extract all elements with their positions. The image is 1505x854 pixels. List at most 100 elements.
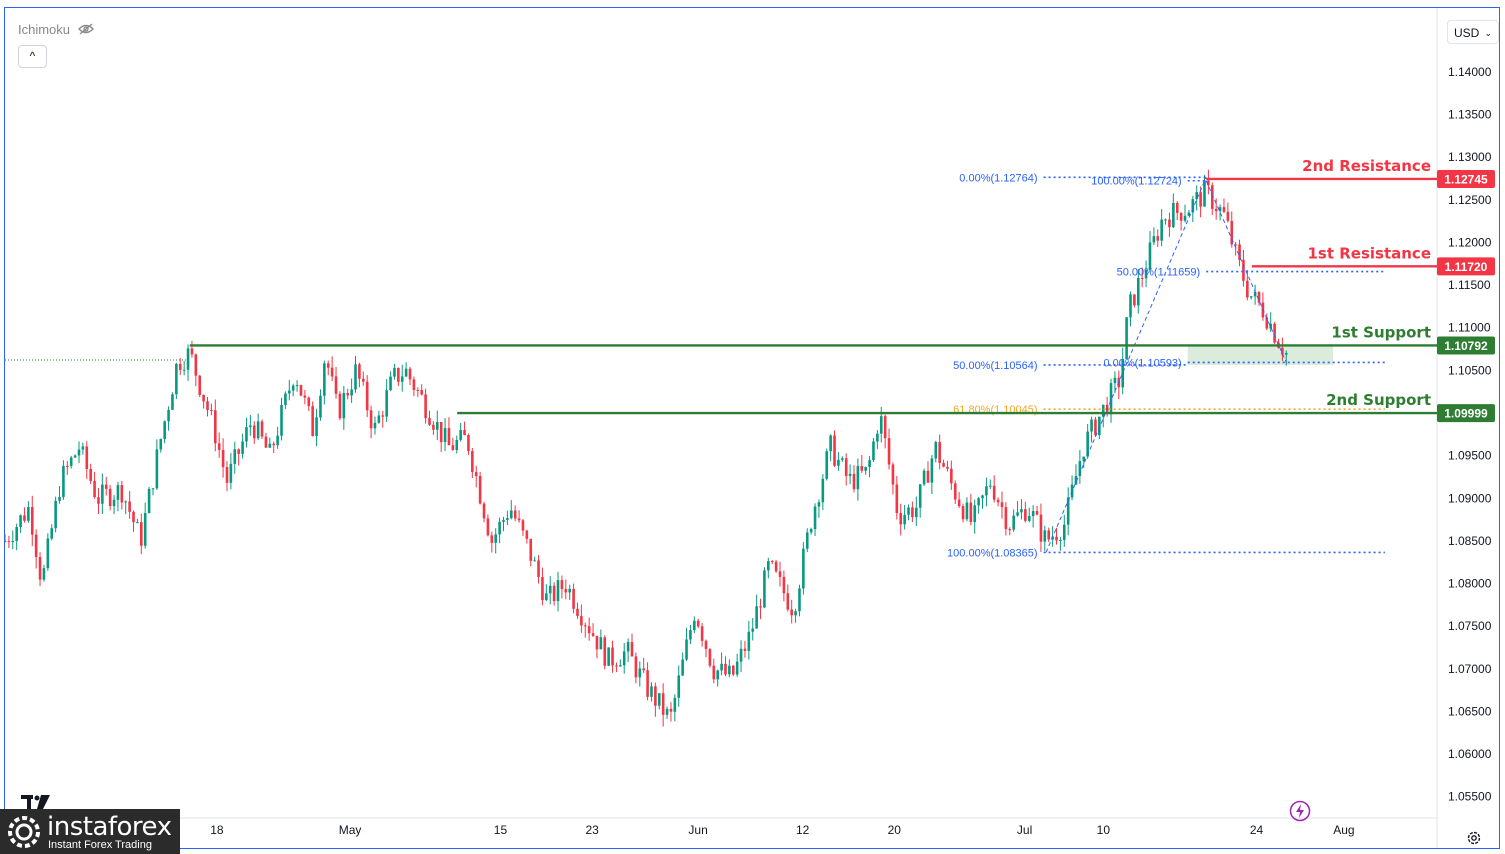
candle-body [798,588,801,612]
candle-body [439,422,443,443]
candle-body [545,593,548,601]
candle-body [467,435,470,452]
candle-body [989,485,992,487]
candle-body [809,529,813,533]
candle-body [124,501,128,503]
instaforex-gear-icon [8,816,40,848]
candle-body [1004,507,1008,530]
instaforex-watermark: instaforex Instant Forex Trading [0,809,180,854]
candle-body [132,511,135,523]
candle-body [447,428,451,446]
candle-body [1129,294,1132,318]
candle-body [1082,456,1086,462]
fib-level-label: 0.00%(1.10593) [1103,357,1181,369]
candle-body [1183,215,1187,221]
candle-body [1257,291,1261,303]
price-tick-label: 1.11500 [1448,278,1491,292]
candle-body [728,665,731,675]
candle-body [1090,419,1093,432]
candle-body [19,515,22,528]
candle-body [957,499,961,507]
candle-body [1101,404,1105,417]
support-resistance-levels: 2nd Resistance 1.12745 1st Resistance 1.117… [189,157,1495,423]
level-name: 2nd Resistance [1302,157,1431,175]
indicator-legend[interactable]: Ichimoku [18,22,94,37]
candle-body [443,428,447,443]
candle-body [1027,516,1031,521]
currency-label: USD [1454,26,1480,40]
price-tick-label: 1.08500 [1448,534,1492,548]
candle-body [802,548,805,589]
price-tick-label: 1.05500 [1448,790,1492,804]
candle-body [97,497,100,504]
candle-body [342,393,346,419]
candle-body [587,626,591,634]
candle-body [451,445,455,450]
price-tick-label: 1.08000 [1448,577,1492,591]
candle-body [985,486,988,496]
candle-body [428,418,431,425]
candle-body [299,385,303,396]
time-axis[interactable]: 18 May 15 23 Jun 12 20 Jul 10 24 Aug [210,823,1354,837]
candle-body [872,441,875,461]
candle-body [677,675,681,698]
candle-body [120,485,124,503]
candle-body [1035,511,1039,515]
candle-body [303,395,307,398]
candle-body [182,369,186,371]
candle-body [918,484,922,508]
candle-body [404,368,408,377]
candle-body [54,500,57,529]
candle-body [46,538,50,569]
currency-selector[interactable]: USD ⌄ [1447,20,1499,44]
candle-body [552,585,556,602]
candle-body [15,527,18,541]
gear-icon[interactable] [1466,830,1482,846]
candle-body [513,510,517,519]
candle-body [852,473,856,490]
candle-body [1148,242,1152,271]
candle-body [673,697,677,712]
candle-body [233,449,237,464]
candle-body [295,385,299,387]
candle-body [455,439,459,450]
support-zone [1187,345,1334,365]
candle-body [420,390,424,395]
time-tick-label: 12 [796,823,810,837]
eye-hidden-icon[interactable] [77,23,94,35]
candle-body [249,425,252,428]
level-price-tag [1437,257,1495,276]
candle-body [1238,244,1241,260]
candle-body [790,609,793,616]
candle-body [143,513,147,546]
candle-body [712,665,716,680]
candle-body [1195,192,1199,200]
candle-body [1249,296,1253,298]
candle-body [23,515,26,521]
candle-body [1179,212,1183,221]
candle-body [268,443,272,448]
candle-body [225,467,229,483]
candle-body [689,630,692,640]
candle-body [541,577,544,601]
candle-body [782,576,786,594]
candle-body [996,499,1000,503]
candle-body [560,580,564,590]
indicator-name: Ichimoku [18,22,71,37]
candle-body [1168,219,1171,228]
candle-body [665,708,669,715]
candle-body [786,593,790,610]
candle-body [1144,270,1148,279]
candle-body [837,459,840,466]
candle-body [813,506,817,530]
price-chart[interactable]: 1.145001.140001.135001.130001.125001.120… [5,8,1499,848]
candle-body [280,404,283,436]
candle-body [385,390,388,417]
candle-body [794,611,797,616]
level-price-tag [1437,336,1495,355]
lightning-icon[interactable] [1289,800,1311,822]
collapse-legend-button[interactable]: ^ [18,45,47,68]
candle-body [34,534,38,558]
candle-body [408,368,412,380]
candle-body [393,368,396,377]
